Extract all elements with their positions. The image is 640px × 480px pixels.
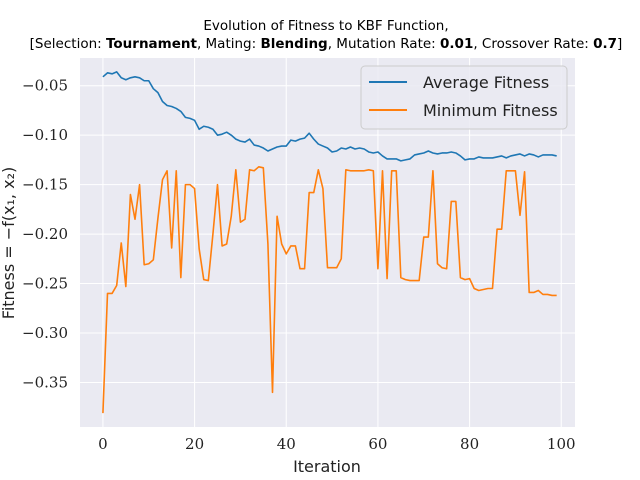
y-tick-label: −0.20 xyxy=(22,225,68,243)
title-segment: 0.01 xyxy=(440,36,473,52)
chart-title-line2: [Selection: Tournament, Mating: Blending… xyxy=(30,36,623,52)
series-line-minimum-fitness xyxy=(102,166,557,414)
legend-label: Minimum Fitness xyxy=(423,101,558,120)
chart-title: Evolution of Fitness to KBF Function, [S… xyxy=(30,18,623,52)
y-tick-label: −0.05 xyxy=(22,77,68,95)
x-tick-label: 100 xyxy=(547,435,576,453)
x-tick-label: 60 xyxy=(368,435,387,453)
x-axis-ticks: 0 20 40 60 80 100 xyxy=(98,435,575,453)
title-segment: , Mating: xyxy=(197,36,261,52)
y-tick-label: −0.30 xyxy=(22,324,68,342)
legend-label: Average Fitness xyxy=(423,73,549,92)
title-segment: 0.7 xyxy=(593,36,617,52)
y-tick-label: −0.10 xyxy=(22,126,68,144)
y-axis-label: Fitness = −f(x₁, x₂) xyxy=(0,167,18,319)
y-tick-label: −0.25 xyxy=(22,275,68,293)
x-tick-label: 80 xyxy=(460,435,479,453)
title-segment: Blending xyxy=(260,36,327,52)
y-tick-label: −0.15 xyxy=(22,176,68,194)
series-lines xyxy=(102,71,557,414)
title-segment: , Mutation Rate: xyxy=(328,36,440,52)
x-tick-label: 20 xyxy=(185,435,204,453)
x-tick-label: 40 xyxy=(277,435,296,453)
x-tick-label: 0 xyxy=(98,435,108,453)
legend-box xyxy=(360,65,568,130)
y-tick-label: −0.35 xyxy=(22,373,68,391)
series-line-average-fitness xyxy=(102,71,557,162)
y-axis-ticks: −0.05 −0.10 −0.15 −0.20 −0.25 −0.30 −0.35 xyxy=(22,77,68,392)
title-segment: [Selection: xyxy=(30,36,106,52)
title-segment: Tournament xyxy=(106,36,198,52)
title-segment: ] xyxy=(617,36,622,52)
x-axis-label: Iteration xyxy=(293,457,361,476)
title-segment: , Crossover Rate: xyxy=(473,36,593,52)
chart-title-line1: Evolution of Fitness to KBF Function, xyxy=(203,18,448,34)
legend: Average Fitness Minimum Fitness xyxy=(360,65,568,130)
